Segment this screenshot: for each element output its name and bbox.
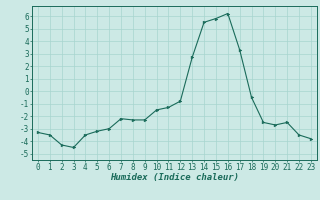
X-axis label: Humidex (Indice chaleur): Humidex (Indice chaleur) [110,173,239,182]
